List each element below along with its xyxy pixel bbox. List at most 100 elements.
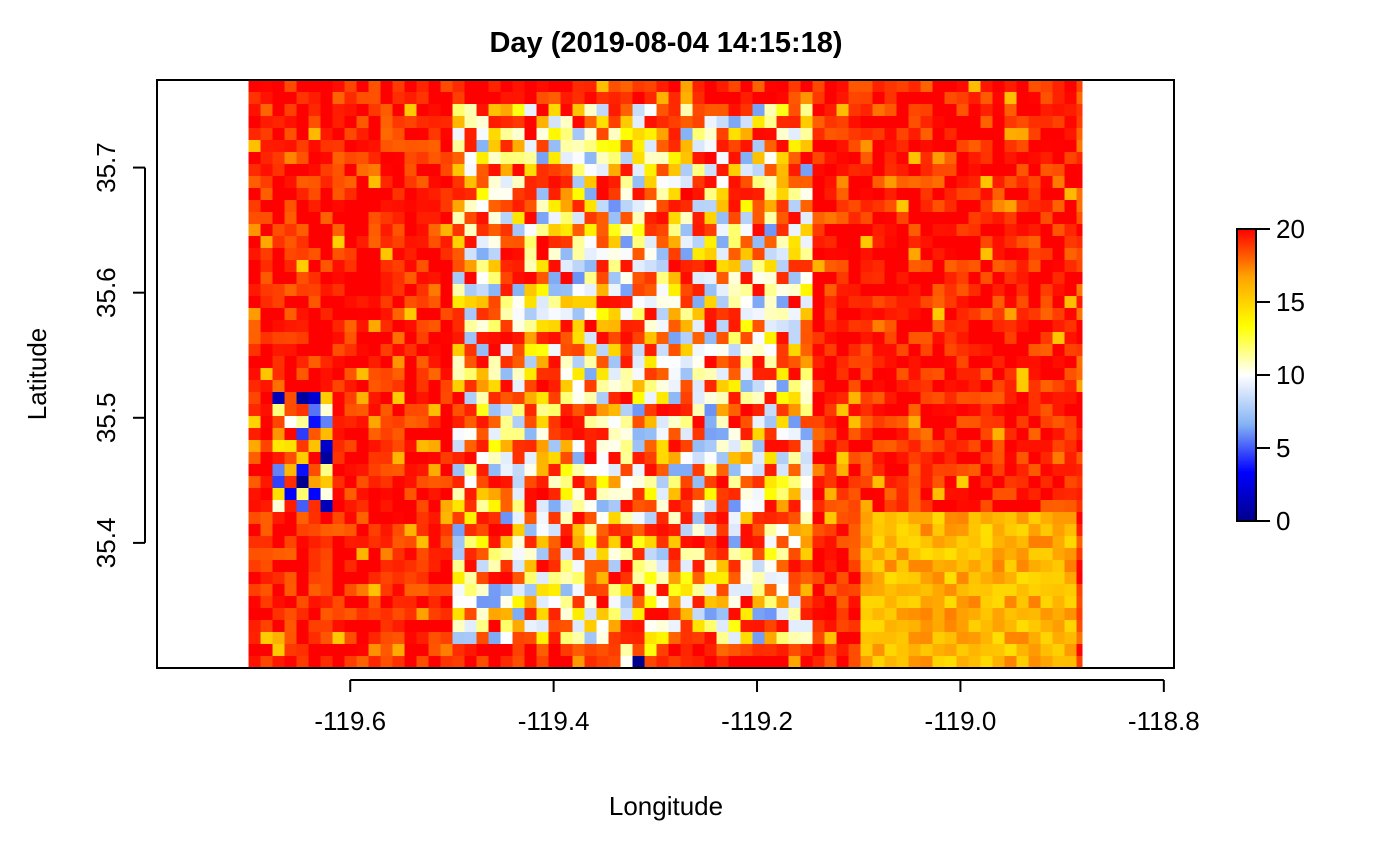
- raster-cell: [1052, 284, 1066, 297]
- raster-cell: [440, 524, 454, 537]
- raster-cell: [620, 404, 634, 417]
- raster-cell: [500, 236, 514, 249]
- raster-cell: [476, 128, 490, 141]
- raster-cell: [368, 392, 382, 405]
- raster-cell: [740, 428, 754, 441]
- raster-cell: [1040, 608, 1054, 621]
- raster-cell: [488, 236, 502, 249]
- raster-cell: [1052, 344, 1066, 357]
- raster-cell: [308, 284, 322, 297]
- raster-cell: [740, 152, 754, 165]
- raster-cell: [908, 368, 922, 381]
- raster-cell: [716, 656, 730, 668]
- raster-cell: [632, 248, 646, 261]
- raster-cell: [1052, 332, 1066, 345]
- raster-cell: [860, 572, 874, 585]
- raster-cell: [560, 296, 574, 309]
- raster-cell: [740, 320, 754, 333]
- raster-cell: [968, 524, 982, 537]
- raster-cell: [728, 488, 742, 501]
- raster-cell: [536, 248, 550, 261]
- raster-cell: [812, 248, 826, 261]
- raster-cell: [620, 332, 634, 345]
- raster-cell: [344, 260, 358, 273]
- raster-cell: [944, 560, 958, 573]
- raster-cell: [368, 320, 382, 333]
- raster-cell: [1052, 404, 1066, 417]
- raster-cell: [584, 464, 598, 477]
- raster-cell: [632, 488, 646, 501]
- raster-cell: [620, 104, 634, 117]
- raster-cell: [836, 608, 850, 621]
- raster-cell: [248, 116, 262, 129]
- raster-cell: [692, 452, 706, 465]
- raster-cell: [1016, 344, 1030, 357]
- raster-cell: [320, 536, 334, 549]
- raster-cell: [440, 488, 454, 501]
- raster-cell: [644, 356, 658, 369]
- raster-cell: [272, 284, 286, 297]
- raster-cell: [1040, 644, 1054, 657]
- raster-cell: [824, 248, 838, 261]
- raster-cell: [908, 140, 922, 153]
- raster-cell: [356, 224, 370, 237]
- raster-cell: [320, 584, 334, 597]
- raster-cell: [308, 212, 322, 225]
- raster-cell: [752, 80, 766, 93]
- raster-cell: [752, 236, 766, 249]
- raster-cell: [824, 356, 838, 369]
- raster-cell: [560, 140, 574, 153]
- raster-cell: [272, 620, 286, 633]
- raster-cell: [680, 104, 694, 117]
- raster-cell: [500, 476, 514, 489]
- raster-cell: [680, 380, 694, 393]
- raster-cell: [1052, 212, 1066, 225]
- raster-cell: [548, 440, 562, 453]
- raster-cell: [284, 344, 298, 357]
- raster-cell: [368, 524, 382, 537]
- raster-cell: [572, 488, 586, 501]
- raster-cell: [932, 80, 946, 93]
- raster-cell: [380, 80, 394, 93]
- raster-cell: [932, 428, 946, 441]
- raster-cell: [416, 392, 430, 405]
- raster-cell: [1016, 212, 1030, 225]
- raster-cell: [872, 104, 886, 117]
- raster-cell: [1064, 248, 1078, 261]
- raster-cell: [368, 464, 382, 477]
- raster-cell: [800, 308, 814, 321]
- raster-cell: [392, 296, 406, 309]
- raster-cell: [584, 404, 598, 417]
- raster-cell: [248, 272, 262, 285]
- raster-cell: [1064, 224, 1078, 237]
- raster-cell: [368, 380, 382, 393]
- raster-cell: [764, 440, 778, 453]
- raster-cell: [1052, 128, 1066, 141]
- raster-cell: [536, 236, 550, 249]
- raster-cell: [896, 368, 910, 381]
- raster-cell: [836, 380, 850, 393]
- raster-cell: [824, 176, 838, 189]
- raster-cell: [476, 188, 490, 201]
- raster-cell: [860, 488, 874, 501]
- raster-cell: [644, 560, 658, 573]
- raster-cell: [368, 332, 382, 345]
- raster-cell: [308, 548, 322, 561]
- raster-cell: [764, 152, 778, 165]
- raster-cell: [344, 608, 358, 621]
- raster-cell: [284, 560, 298, 573]
- raster-cell: [584, 164, 598, 177]
- raster-cell: [884, 416, 898, 429]
- raster-cell: [248, 212, 262, 225]
- raster-cell: [548, 380, 562, 393]
- raster-cell: [272, 656, 286, 668]
- raster-cell: [944, 452, 958, 465]
- raster-cell: [668, 320, 682, 333]
- raster-cell: [248, 140, 262, 153]
- raster-cell: [848, 656, 862, 668]
- raster-cell: [404, 260, 418, 273]
- raster-cell: [524, 656, 538, 668]
- raster-cell: [704, 524, 718, 537]
- raster-cell: [872, 560, 886, 573]
- raster-cell: [932, 368, 946, 381]
